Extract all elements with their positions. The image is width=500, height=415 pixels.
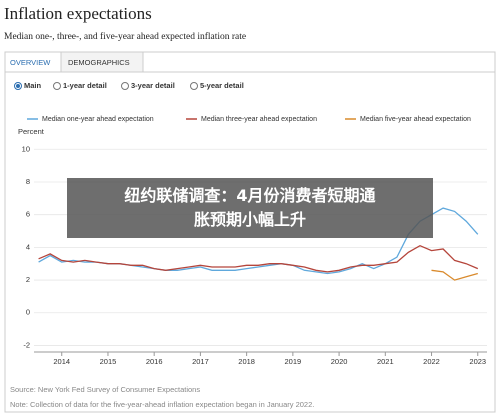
radio[interactable] <box>121 82 129 90</box>
banner: 纽约联储调查：4月份消费者短期通 胀预期小幅上升 <box>67 178 433 238</box>
tab-label[interactable]: OVERVIEW <box>10 58 51 67</box>
y-tick-label: -2 <box>23 340 30 349</box>
x-tick-label: 2020 <box>331 357 348 366</box>
panel <box>4 51 496 413</box>
option-label[interactable]: 1-year detail <box>63 81 107 90</box>
tab[interactable] <box>60 51 144 73</box>
radio-dot <box>16 84 20 88</box>
option-label[interactable]: 3-year detail <box>131 81 175 90</box>
x-tick-label: 2016 <box>146 357 163 366</box>
tab-label[interactable]: DEMOGRAPHICS <box>68 58 130 67</box>
x-tick-label: 2019 <box>285 357 302 366</box>
x-tick-label: 2017 <box>192 357 209 366</box>
y-tick-label: 2 <box>26 275 30 284</box>
legend-label: Median three-year ahead expectation <box>201 116 317 123</box>
x-tick-label: 2022 <box>423 357 440 366</box>
page-title: Inflation expectations <box>4 4 152 23</box>
x-tick-label: 2014 <box>53 357 70 366</box>
x-tick-label: 2015 <box>100 357 117 366</box>
series-line <box>38 244 479 273</box>
radio[interactable] <box>53 82 61 90</box>
source: Source: New York Fed Survey of Consumer … <box>10 385 200 394</box>
y-axis-label: Percent <box>18 127 45 136</box>
x-tick-label: 2023 <box>469 357 486 366</box>
legend-label: Median one-year ahead expectation <box>42 116 154 123</box>
banner-line: 纽约联储调查：4月份消费者短期通 <box>124 186 376 205</box>
y-tick-label: 6 <box>26 210 30 219</box>
y-tick-label: 0 <box>26 308 30 317</box>
y-tick-label: 10 <box>22 144 30 153</box>
x-tick-label: 2018 <box>238 357 255 366</box>
y-tick-label: 8 <box>26 177 30 186</box>
radio[interactable] <box>190 82 198 90</box>
legend-label: Median five-year ahead expectation <box>360 116 471 123</box>
option-label[interactable]: Main <box>24 81 42 90</box>
x-tick-label: 2021 <box>377 357 394 366</box>
series-line <box>431 269 478 281</box>
option-label[interactable]: 5-year detail <box>200 81 244 90</box>
page-subtitle: Median one-, three-, and five-year ahead… <box>4 31 246 42</box>
banner-line: 胀预期小幅上升 <box>193 210 306 229</box>
y-tick-label: 4 <box>26 242 30 251</box>
note: Note: Collection of data for the five-ye… <box>10 400 314 409</box>
